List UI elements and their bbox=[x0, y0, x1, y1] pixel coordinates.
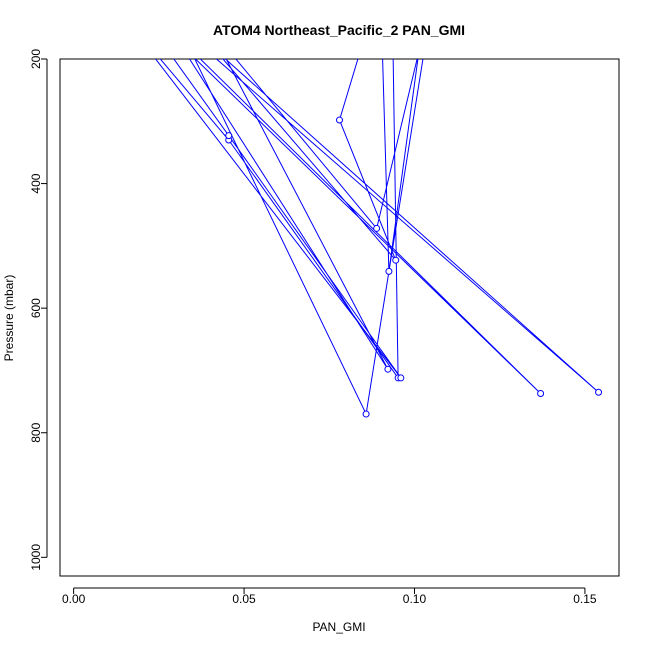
data-point bbox=[336, 116, 343, 124]
y-axis-label: Pressure (mbar) bbox=[2, 275, 16, 362]
data-point bbox=[385, 267, 393, 275]
series-line bbox=[154, 59, 599, 416]
data-point bbox=[362, 410, 370, 418]
y-tick-label: 800 bbox=[29, 422, 43, 442]
y-tick-label: 1000 bbox=[29, 544, 43, 571]
plot-frame bbox=[59, 58, 620, 577]
data-point bbox=[397, 374, 405, 382]
x-tick-label: 0.05 bbox=[232, 592, 256, 606]
data-point bbox=[537, 389, 545, 397]
y-tick-label: 600 bbox=[29, 298, 43, 318]
x-tick-label: 0.00 bbox=[62, 592, 86, 606]
x-axis: 0.00 0.05 0.10 0.15 bbox=[62, 587, 597, 606]
x-tick-label: 0.15 bbox=[573, 592, 597, 606]
data-point bbox=[392, 256, 400, 264]
y-axis: 200 400 600 800 1000 bbox=[29, 49, 48, 571]
x-tick-label: 0.10 bbox=[403, 592, 427, 606]
plot-area bbox=[154, 59, 599, 416]
y-tick-label: 400 bbox=[29, 173, 43, 193]
data-point bbox=[373, 224, 381, 232]
y-tick-label: 200 bbox=[29, 49, 43, 69]
data-markers bbox=[225, 116, 603, 418]
data-point bbox=[384, 365, 392, 373]
data-point bbox=[595, 388, 603, 396]
chart-title: ATOM4 Northeast_Pacific_2 PAN_GMI bbox=[213, 22, 465, 38]
x-axis-label: PAN_GMI bbox=[312, 620, 365, 634]
data-point bbox=[225, 132, 233, 140]
